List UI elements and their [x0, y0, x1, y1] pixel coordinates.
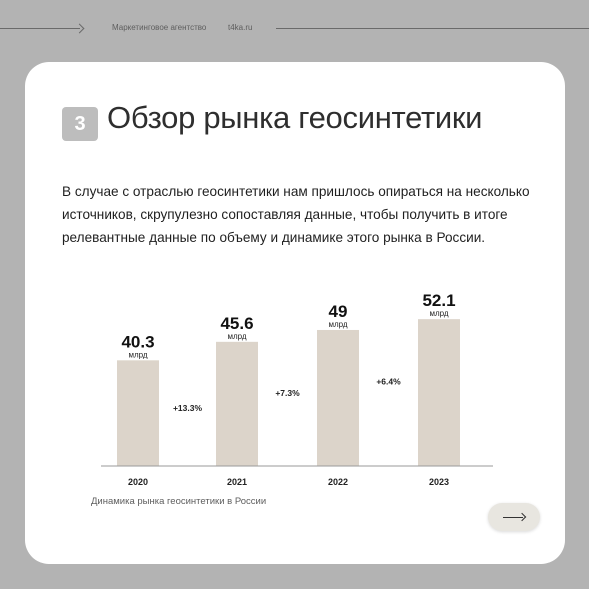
growth-label-3: +6.4% [376, 377, 401, 387]
tick-label-2020: 2020 [128, 477, 148, 487]
value-label-2021: 45.6 [220, 314, 253, 333]
tick-label-2022: 2022 [328, 477, 348, 487]
slide-card: 3 Обзор рынка геосинтетики В случае с от… [25, 62, 565, 564]
unit-label-2020: млрд [128, 350, 147, 359]
tick-label-2023: 2023 [429, 477, 449, 487]
market-bar-chart: 40.3млрд202045.6млрд202149млрд202252.1мл… [101, 291, 493, 487]
unit-label-2023: млрд [429, 309, 448, 318]
section-number-badge: 3 [62, 107, 98, 141]
unit-label-2022: млрд [328, 320, 347, 329]
growth-label-2: +7.3% [275, 388, 300, 398]
bar-2021 [216, 341, 258, 466]
chart-caption: Динамика рынка геосинтетики в России [91, 496, 267, 507]
growth-label-1: +13.3% [173, 403, 203, 413]
header-line-left [0, 28, 80, 29]
value-label-2022: 49 [329, 302, 348, 321]
page-title: Обзор рынка геосинтетики [107, 100, 483, 135]
site-link[interactable]: t4ka.ru [228, 23, 253, 32]
value-label-2023: 52.1 [422, 291, 455, 310]
unit-label-2021: млрд [227, 332, 246, 341]
agency-label: Маркетинговое агентство [112, 23, 207, 32]
arrow-right-head [517, 512, 527, 522]
header-line-right [276, 28, 589, 29]
bar-2020 [117, 360, 159, 466]
tick-label-2021: 2021 [227, 477, 247, 487]
arrow-right-icon [503, 517, 523, 518]
header-arrow-icon [74, 23, 85, 34]
next-slide-button[interactable] [488, 503, 540, 531]
value-label-2020: 40.3 [121, 332, 154, 351]
bar-2022 [317, 329, 359, 466]
bar-2023 [418, 319, 460, 466]
top-bar: Маркетинговое агентство t4ka.ru [0, 0, 589, 60]
intro-text: В случае с отраслью геосинтетики нам при… [62, 184, 530, 245]
